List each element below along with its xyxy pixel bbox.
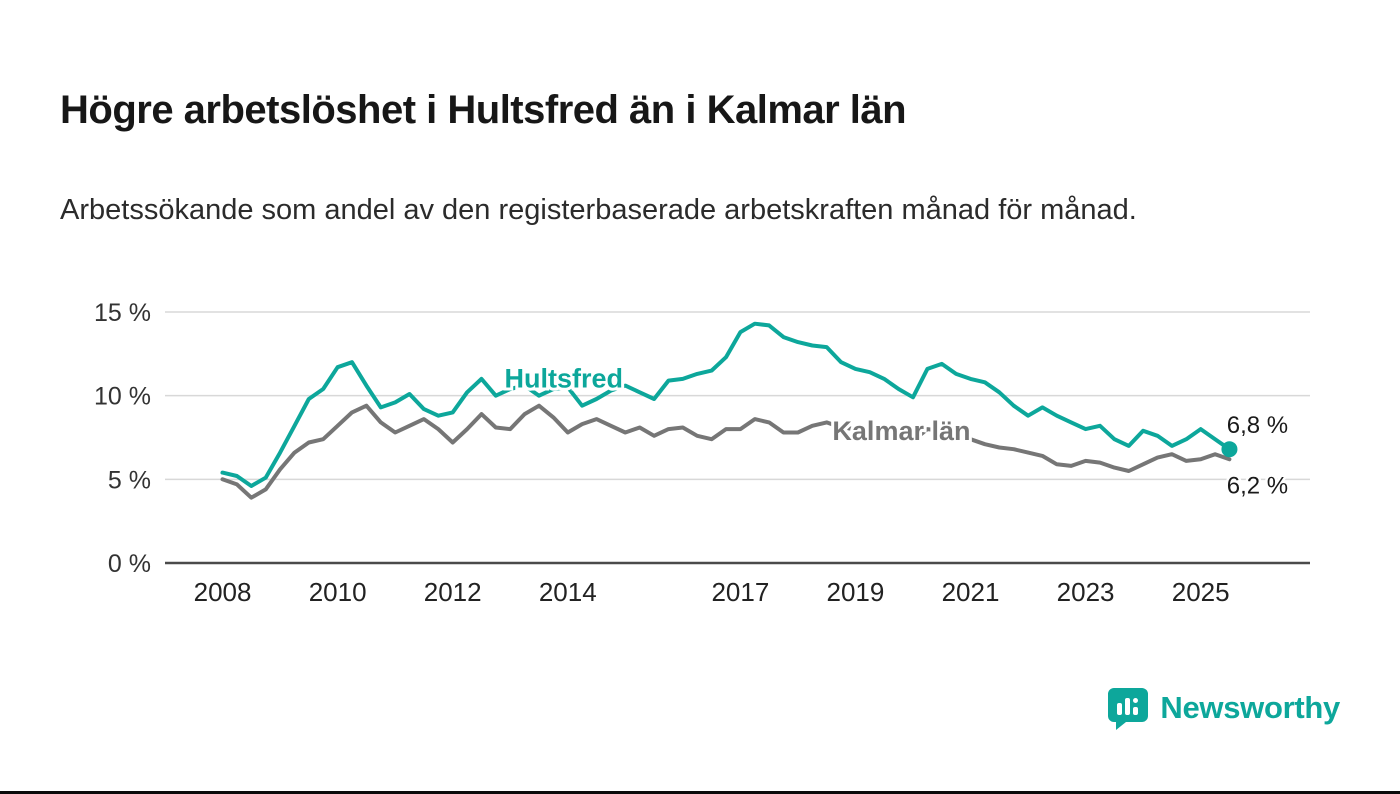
end-value-label-kalmar-l-n: 6,2 % (1227, 472, 1288, 499)
x-tick-label: 2019 (827, 577, 885, 607)
y-tick-label: 15 % (94, 299, 151, 327)
series-line-hultsfred (220, 321, 1232, 488)
end-dot-hultsfred (1221, 441, 1238, 458)
y-tick-label: 0 % (108, 550, 151, 578)
series-label-kalmar-l-n: Kalmar län (832, 416, 970, 446)
x-tick-label: 2023 (1057, 577, 1115, 607)
series-line-kalmar-l-n (220, 403, 1232, 500)
series-label-hultsfred: Hultsfred (504, 363, 623, 393)
end-value-label-hultsfred: 6,8 % (1227, 412, 1288, 439)
x-tick-label: 2010 (309, 577, 367, 607)
x-tick-label: 2021 (942, 577, 1000, 607)
brand-name: Newsworthy (1160, 690, 1340, 725)
bottom-border (0, 791, 1400, 794)
x-tick-label: 2012 (424, 577, 482, 607)
page-title: Högre arbetslöshet i Hultsfred än i Kalm… (60, 87, 907, 132)
chart-subtitle: Arbetssökande som andel av den registerb… (60, 194, 1137, 226)
x-tick-label: 2014 (539, 577, 597, 607)
x-tick-label: 2008 (194, 577, 252, 607)
bar-chart-speech-bubble-icon (1108, 688, 1149, 730)
y-tick-label: 5 % (108, 466, 151, 494)
x-tick-label: 2025 (1172, 577, 1230, 607)
unemployment-line-chart: 0 % 5 % 10 % 15 % 2008 2010 2012 2014 2017 2019 20… (94, 299, 1310, 607)
y-tick-label: 10 % (94, 383, 151, 411)
x-tick-label: 2017 (711, 577, 769, 607)
newsworthy-logo: Newsworthy (1107, 686, 1340, 730)
